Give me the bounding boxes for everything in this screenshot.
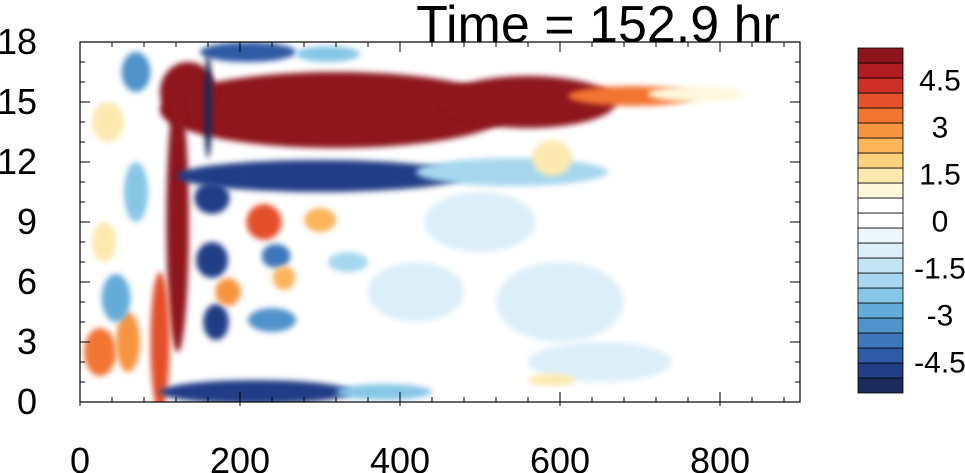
field-feature (203, 304, 229, 340)
y-tick-label: 12 (0, 141, 37, 182)
field-feature (496, 262, 624, 342)
field-feature (194, 182, 230, 214)
colorbar-box (857, 92, 904, 109)
colorbar: 4.5 3 1.5 0 -1.5 -3 -4.5 (857, 47, 965, 394)
colorbar-label: 1.5 (919, 158, 961, 191)
field-feature (304, 208, 336, 232)
colorbar-box (857, 62, 904, 79)
field-feature (92, 102, 124, 142)
field-feature (416, 158, 608, 186)
colorbar-box (857, 362, 904, 379)
field-feature (528, 342, 672, 382)
x-tick-label: 800 (690, 440, 750, 473)
y-tick-label: 3 (17, 321, 37, 362)
field-feature (166, 92, 189, 352)
colorbar-box (857, 347, 904, 364)
field-feature (528, 374, 576, 386)
field-feature (116, 312, 140, 372)
axes: 0 200 400 600 800 0 3 6 9 12 15 18 (0, 21, 800, 473)
y-tick-label: 18 (0, 21, 37, 62)
y-tick-label: 6 (17, 261, 37, 302)
x-tick-label: 200 (210, 440, 270, 473)
colorbar-label: -4.5 (914, 347, 965, 380)
colorbar-box (857, 257, 904, 274)
colorbar-box (857, 122, 904, 139)
colorbar-label: -3 (927, 300, 954, 333)
field-feature (150, 272, 170, 402)
field-feature (101, 274, 131, 322)
colorbar-label: -1.5 (914, 253, 965, 286)
field-feature (532, 140, 572, 176)
field-feature (92, 222, 116, 262)
x-tick-label: 0 (70, 440, 90, 473)
x-tick-label: 600 (530, 440, 590, 473)
field-feature (272, 266, 296, 290)
field-feature (672, 380, 736, 392)
colorbar-box (857, 107, 904, 124)
colorbar-box (857, 242, 904, 259)
chart-title: Time = 152.9 hr (416, 0, 780, 54)
colorbar-box (857, 287, 904, 304)
field-feature (776, 168, 800, 196)
y-tick-label: 0 (17, 381, 37, 422)
field-feature (648, 86, 744, 102)
x-tick-label: 400 (370, 440, 430, 473)
field-feature (296, 46, 360, 62)
field-feature (261, 244, 291, 268)
field-feature (124, 162, 148, 222)
colorbar-box (857, 47, 904, 64)
field-feature (176, 160, 464, 192)
field-feature (160, 72, 512, 148)
colorbar-box (857, 167, 904, 184)
colorbar-box (857, 212, 904, 229)
colorbar-box (857, 77, 904, 94)
colorbar-box (857, 197, 904, 214)
field-feature (196, 242, 228, 278)
colorbar-box (857, 227, 904, 244)
y-tick-label: 15 (0, 81, 37, 122)
colorbar-label: 0 (932, 206, 949, 239)
field-feature (200, 42, 296, 62)
title-backdrop (380, 0, 800, 60)
colorbar-label: 3 (932, 111, 949, 144)
colorbar-box (857, 302, 904, 319)
colorbar-box (857, 332, 904, 349)
colorbar-box (857, 182, 904, 199)
colorbar-box (857, 137, 904, 154)
y-tick-label: 9 (17, 201, 37, 242)
colorbar-box (857, 272, 904, 289)
colorbar-label: 4.5 (919, 64, 961, 97)
field-feature (248, 308, 296, 332)
colorbar-box (857, 317, 904, 334)
colorbar-box (857, 152, 904, 169)
field-feature (84, 328, 116, 376)
field-feature (160, 380, 352, 402)
field-feature (246, 204, 282, 240)
field-feature (204, 54, 212, 158)
heatmap-field (84, 42, 800, 402)
colorbar-box (857, 377, 904, 394)
field-feature (440, 76, 616, 128)
field-feature (368, 262, 464, 322)
field-feature (424, 192, 536, 252)
field-feature (215, 278, 241, 306)
field-feature (121, 52, 151, 92)
field-feature (328, 252, 368, 272)
field-feature (336, 384, 432, 400)
